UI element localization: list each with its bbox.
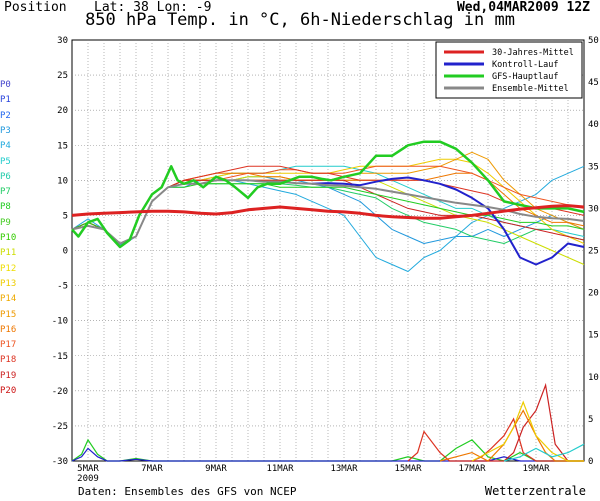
y-tick-left: -15 (52, 352, 68, 362)
data-source: Daten: Ensembles des GFS von NCEP (78, 485, 297, 498)
member-label-p13: P13 (0, 278, 17, 289)
y-tick-right: 30 (588, 204, 599, 214)
x-tick-label: 11MAR (266, 464, 294, 474)
y-tick-right: 25 (588, 247, 599, 257)
y-tick-left: -25 (52, 422, 68, 432)
lat-lon-label: Lat: 38 Lon: -9 (94, 0, 212, 15)
y-tick-right: 45 (588, 78, 599, 88)
member-label-p1: P1 (0, 95, 11, 106)
x-tick-label: 7MAR (141, 464, 163, 474)
y-tick-left: 5 (63, 211, 68, 221)
y-tick-right: 15 (588, 331, 599, 341)
precip-line-kontroll-lauf (71, 447, 584, 462)
y-tick-right: 20 (588, 289, 599, 299)
y-tick-right: 50 (588, 36, 599, 46)
member-label-p8: P8 (0, 202, 11, 213)
precip-line-p5 (503, 443, 585, 462)
y-tick-right: 5 (588, 415, 593, 425)
member-label-p15: P15 (0, 309, 17, 320)
series-line-kontroll-lauf (311, 176, 585, 266)
y-tick-right: 35 (588, 162, 599, 172)
y-tick-right: 40 (588, 120, 599, 130)
x-tick-label: 13MAR (330, 464, 358, 474)
member-label-p4: P4 (0, 141, 11, 152)
run-date: Wed,04MAR2009 12Z (456, 0, 590, 15)
y-tick-left: 0 (63, 247, 68, 257)
series-line-ensemble-mittel (71, 179, 585, 245)
y-tick-right: 0 (588, 457, 593, 467)
member-label-p19: P19 (0, 370, 17, 381)
legend-label: Kontroll-Lauf (492, 60, 559, 70)
x-tick-label: 17MAR (458, 464, 486, 474)
member-label-p7: P7 (0, 187, 11, 198)
member-label-p18: P18 (0, 355, 17, 366)
member-label-p12: P12 (0, 263, 17, 274)
y-tick-left: -30 (52, 457, 68, 467)
y-tick-right: 10 (588, 373, 599, 383)
series-line-30-jahres-mittel (71, 204, 585, 220)
position-label: Position (4, 0, 67, 15)
member-label-p0: P0 (0, 80, 11, 90)
legend-label: Ensemble-Mittel (492, 84, 569, 94)
member-label-p5: P5 (0, 156, 11, 167)
precip-line-p13 (471, 400, 584, 462)
member-label-p14: P14 (0, 294, 17, 305)
legend-label: GFS-Hauptlauf (492, 72, 559, 82)
x-tick-label: 19MAR (522, 464, 550, 474)
member-label-p17: P17 (0, 340, 17, 351)
precip-line-p16 (439, 409, 584, 462)
y-tick-left: 20 (57, 106, 68, 116)
y-tick-left: -20 (52, 387, 68, 397)
y-tick-left: 30 (57, 36, 68, 46)
member-label-p16: P16 (0, 324, 17, 335)
x-year-label: 2009 (77, 474, 99, 484)
x-tick-label: 15MAR (394, 464, 422, 474)
legend-label: 30-Jahres-Mittel (492, 48, 574, 58)
member-label-p10: P10 (0, 233, 17, 243)
member-label-p6: P6 (0, 171, 11, 182)
chart-title: 850 hPa Temp. in °C, 6h-Niederschlag in … (85, 10, 515, 30)
x-tick-label: 9MAR (205, 464, 227, 474)
x-tick-label: 5MAR (77, 464, 99, 474)
brand-label: Wetterzentrale (484, 484, 586, 498)
series-line-gfs-hauptlauf (71, 140, 585, 249)
member-label-p9: P9 (0, 217, 11, 228)
y-tick-left: 15 (57, 141, 68, 151)
member-label-p2: P2 (0, 110, 11, 121)
member-label-p20: P20 (0, 386, 17, 396)
precip-line-p18 (407, 417, 584, 462)
y-tick-left: 25 (57, 71, 68, 81)
member-label-p3: P3 (0, 125, 11, 136)
member-label-p11: P11 (0, 248, 17, 259)
y-tick-left: 10 (57, 176, 68, 186)
y-tick-left: -10 (52, 317, 68, 327)
y-tick-left: -5 (57, 282, 68, 292)
